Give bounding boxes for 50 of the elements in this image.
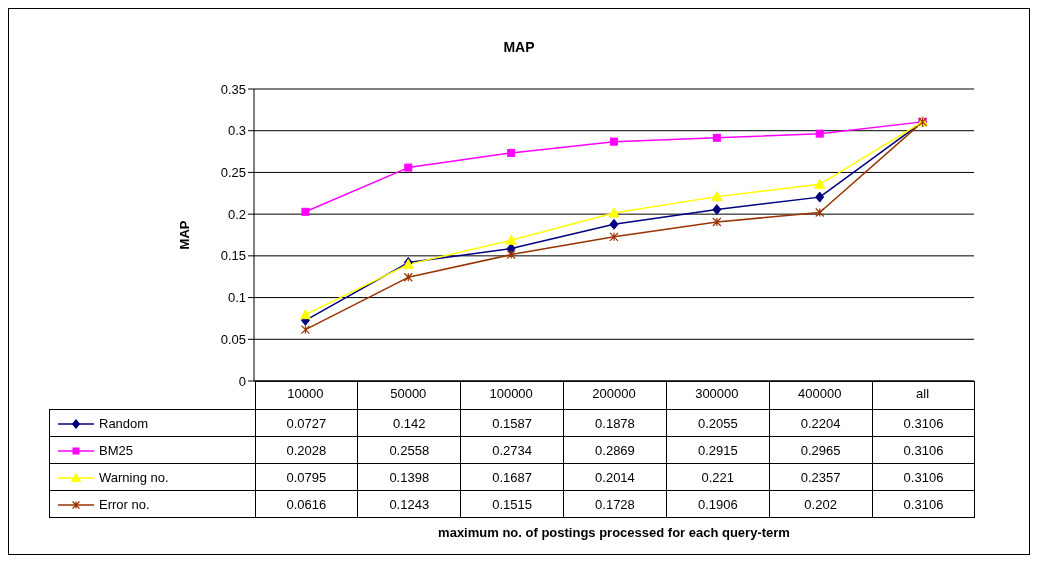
y-axis-title: MAP bbox=[176, 220, 192, 250]
y-tick-label: 0 bbox=[238, 373, 246, 389]
data-label: 0.2869 bbox=[563, 436, 667, 464]
x-tick-label: 200000 bbox=[592, 386, 636, 402]
legend-label: BM25 bbox=[99, 442, 133, 458]
data-label: 0.3106 bbox=[872, 490, 975, 518]
data-label: 0.1728 bbox=[563, 490, 667, 518]
x-tick-label: 300000 bbox=[695, 386, 739, 402]
data-label: 0.0795 bbox=[255, 463, 358, 491]
legend-label: Error no. bbox=[99, 496, 150, 512]
chart-title: MAP bbox=[502, 39, 536, 55]
data-label: 0.1515 bbox=[460, 490, 564, 518]
data-label: 0.0727 bbox=[255, 409, 358, 437]
data-label: 0.2965 bbox=[769, 436, 873, 464]
data-label: 0.1687 bbox=[460, 463, 564, 491]
data-label: 0.142 bbox=[357, 409, 461, 437]
data-label: 0.2915 bbox=[666, 436, 770, 464]
data-label: 0.1243 bbox=[357, 490, 461, 518]
data-label: 0.202 bbox=[769, 490, 873, 518]
x-tick-label: 400000 bbox=[798, 386, 842, 402]
y-tick-label: 0.25 bbox=[220, 165, 246, 181]
legend-label: Random bbox=[99, 415, 149, 431]
data-label: 0.2357 bbox=[769, 463, 873, 491]
data-label: 0.3106 bbox=[872, 463, 975, 491]
data-label: 0.2204 bbox=[769, 409, 873, 437]
x-tick-label: 10000 bbox=[287, 386, 324, 402]
data-label: 0.2055 bbox=[666, 409, 770, 437]
x-tick-label: 50000 bbox=[390, 386, 427, 402]
data-label: 0.1587 bbox=[460, 409, 564, 437]
data-label: 0.221 bbox=[666, 463, 770, 491]
y-tick-label: 0.1 bbox=[227, 290, 246, 306]
y-tick-label: 0.05 bbox=[220, 331, 246, 347]
y-tick-label: 0.15 bbox=[220, 248, 246, 264]
data-label: 0.1398 bbox=[357, 463, 461, 491]
data-label: 0.1878 bbox=[563, 409, 667, 437]
legend-label: Warning no. bbox=[99, 469, 169, 485]
data-label: 0.2028 bbox=[255, 436, 358, 464]
y-tick-label: 0.2 bbox=[227, 206, 246, 222]
data-label: 0.3106 bbox=[872, 409, 975, 437]
x-tick-label: all bbox=[916, 386, 930, 402]
data-label: 0.2734 bbox=[460, 436, 564, 464]
data-label: 0.3106 bbox=[872, 436, 975, 464]
data-label: 0.2014 bbox=[563, 463, 667, 491]
data-label: 0.0616 bbox=[255, 490, 358, 518]
y-tick-label: 0.3 bbox=[227, 123, 246, 139]
text: maximum no. of postings processed for each query-term bbox=[437, 525, 791, 540]
x-tick-label: 100000 bbox=[489, 386, 533, 402]
y-tick-label: 0.35 bbox=[220, 81, 246, 97]
data-label: 0.1906 bbox=[666, 490, 770, 518]
data-label: 0.2558 bbox=[357, 436, 461, 464]
